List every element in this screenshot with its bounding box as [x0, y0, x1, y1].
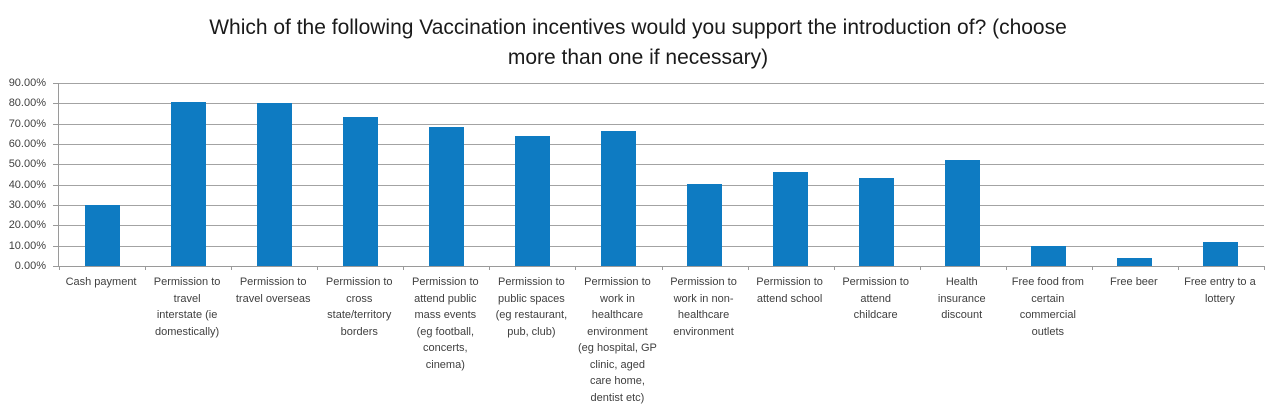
x-axis-tick	[59, 266, 60, 270]
y-axis-tick	[53, 123, 59, 125]
gridline	[59, 83, 1264, 84]
bar	[600, 130, 636, 266]
gridline	[59, 184, 1264, 186]
y-axis-tick	[53, 225, 59, 227]
category-label: Permission to public spaces (eg restaurant…	[495, 276, 568, 338]
category-label: Free entry to a lottery	[1184, 276, 1256, 305]
chart-title: Which of the following Vaccination incen…	[0, 13, 1276, 73]
bar	[170, 102, 206, 266]
gridline	[59, 205, 1264, 206]
chart-title-line-2: more than one if necessary)	[507, 46, 769, 69]
category-label: Permission to work in non-healthcare envir…	[670, 276, 737, 338]
bar	[342, 116, 378, 266]
y-tick-label: 70.00%	[8, 117, 46, 130]
gridline	[59, 245, 1264, 247]
category-label: Permission to work in healthcare environmen…	[578, 276, 657, 404]
x-axis-tick	[833, 266, 835, 270]
y-tick-label: 20.00%	[8, 219, 46, 232]
y-axis-tick	[53, 184, 59, 186]
category-label: Free beer	[1110, 276, 1158, 288]
x-axis-tick	[1005, 266, 1007, 270]
x-axis-tick	[1177, 266, 1179, 270]
category-label: Permission to travel interstate (ie domesti…	[153, 276, 221, 338]
x-axis-tick	[1264, 266, 1265, 270]
x-axis-tick	[919, 266, 921, 270]
gridline	[59, 103, 1264, 105]
bar	[428, 126, 464, 266]
plot-area	[53, 83, 1265, 270]
y-axis-tick	[53, 144, 59, 145]
bar	[773, 172, 809, 266]
category-label: Permission to attend school	[756, 276, 823, 305]
category-label: Free food from certain commercial outlets	[1011, 276, 1084, 338]
y-tick-label: 90.00%	[8, 77, 46, 89]
y-tick-label: 30.00%	[8, 199, 46, 211]
y-tick-label: 50.00%	[8, 158, 46, 171]
chart-title-line-1: Which of the following Vaccination incen…	[209, 16, 1067, 39]
x-axis-tick	[145, 266, 147, 270]
x-axis-tick	[661, 266, 663, 270]
y-axis-tick	[53, 103, 59, 105]
bar	[514, 135, 550, 266]
y-tick-label: 40.00%	[8, 178, 46, 191]
x-axis-tick	[489, 266, 491, 270]
x-axis-tick	[231, 266, 233, 270]
y-axis-tick	[53, 205, 59, 206]
x-axis-tick	[747, 266, 749, 270]
bar	[1031, 245, 1067, 266]
category-label: Health insurance discount	[937, 276, 986, 321]
bar	[1203, 241, 1239, 266]
bar	[859, 177, 895, 266]
category-label: Permission to attend childcare	[842, 276, 909, 321]
gridline	[59, 123, 1264, 125]
y-axis-tick	[53, 164, 59, 166]
gridline	[59, 144, 1264, 145]
y-tick-label: 10.00%	[8, 239, 46, 252]
x-axis-tick	[1091, 266, 1093, 270]
x-axis-tick	[575, 266, 577, 270]
x-axis-tick	[317, 266, 319, 270]
category-label: Permission to attend public mass events (eg…	[411, 276, 479, 371]
bar	[1117, 257, 1153, 266]
y-tick-label: 80.00%	[8, 97, 46, 110]
gridline	[59, 164, 1264, 166]
bar	[687, 183, 723, 266]
bar	[256, 103, 292, 266]
category-label: Cash payment	[65, 276, 137, 288]
bar	[945, 160, 981, 266]
y-tick-label: 60.00%	[8, 138, 46, 150]
category-label: Permission to travel overseas	[235, 276, 311, 305]
y-axis-tick	[53, 83, 59, 84]
bar	[84, 205, 120, 266]
gridline	[59, 225, 1264, 227]
category-label: Permission to cross state/territory borders	[325, 276, 393, 338]
x-axis-tick	[403, 266, 405, 270]
y-tick-label: 0.00%	[14, 260, 46, 272]
y-axis-tick	[53, 245, 59, 247]
y-axis-tick	[53, 266, 59, 267]
